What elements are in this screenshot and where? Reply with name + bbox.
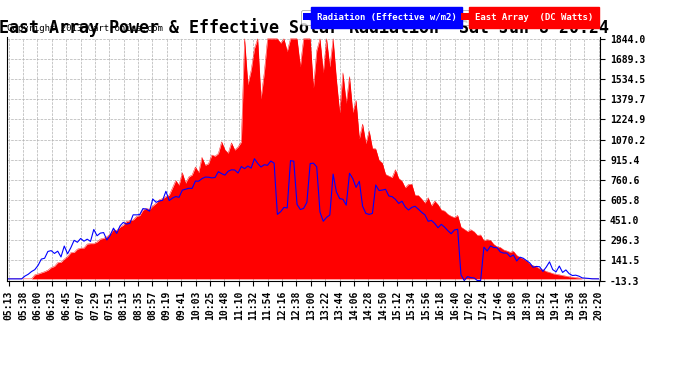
- Title: East Array Power & Effective Solar Radiation  Sat Jun 8 20:24: East Array Power & Effective Solar Radia…: [0, 18, 609, 38]
- Legend: Radiation (Effective w/m2), East Array  (DC Watts): Radiation (Effective w/m2), East Array (…: [301, 10, 595, 25]
- Text: Copyright 2013 Cartronics.com: Copyright 2013 Cartronics.com: [7, 24, 163, 33]
